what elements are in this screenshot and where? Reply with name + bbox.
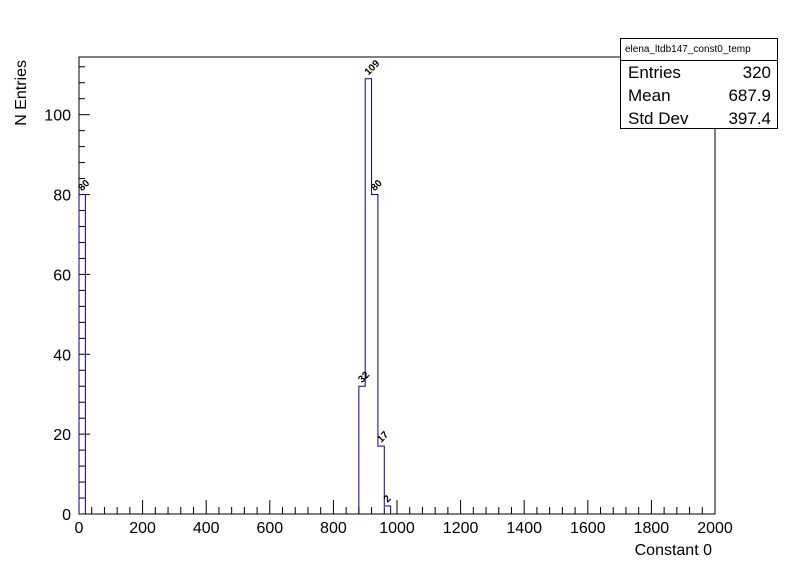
stats-row-entries: Entries 320 (621, 61, 777, 84)
x-tick-label: 200 (129, 520, 156, 537)
y-axis-tick-labels: 0 20 40 60 80 100 (44, 108, 71, 524)
histogram-line (78, 78, 392, 514)
stats-row-std-dev: Std Dev 397.4 (621, 107, 777, 130)
y-axis-ticks (79, 66, 90, 515)
x-tick-label: 1800 (634, 520, 670, 537)
stats-label: Std Dev (628, 109, 689, 128)
x-tick-label: 800 (320, 520, 347, 537)
x-tick-label: 400 (193, 520, 220, 537)
bin-value-label: 32 (356, 369, 372, 385)
x-tick-label: 1600 (570, 520, 606, 537)
y-tick-label: 80 (53, 188, 71, 205)
x-tick-label: 600 (256, 520, 283, 537)
x-tick-label: 1200 (443, 520, 479, 537)
bin-value-label: 109 (363, 58, 383, 78)
stats-box: elena_ltdb147_const0_temp Entries 320 Me… (620, 38, 778, 129)
y-tick-label: 20 (53, 427, 71, 444)
bin-value-label: 2 (382, 493, 394, 505)
y-tick-label: 40 (53, 347, 71, 364)
stats-title: elena_ltdb147_const0_temp (621, 39, 777, 61)
stats-value: 320 (742, 63, 771, 82)
stats-row-mean: Mean 687.9 (621, 84, 777, 107)
stats-value: 687.9 (728, 86, 771, 105)
stats-label: Entries (628, 63, 681, 82)
x-axis-tick-labels: 0 200 400 600 800 1000 1200 1400 1600 1800 2000 (75, 520, 733, 537)
stats-value: 397.4 (728, 109, 771, 128)
y-tick-label: 100 (44, 108, 71, 125)
x-axis-ticks (78, 500, 716, 514)
y-tick-label: 0 (62, 507, 71, 524)
y-axis-label: N Entries (13, 60, 30, 126)
x-tick-label: 1000 (379, 520, 415, 537)
x-tick-label: 1400 (506, 520, 542, 537)
stats-label: Mean (628, 86, 671, 105)
y-tick-label: 60 (53, 267, 71, 284)
x-axis-label: Constant 0 (635, 542, 712, 559)
x-tick-label: 0 (75, 520, 84, 537)
x-tick-label: 2000 (697, 520, 733, 537)
